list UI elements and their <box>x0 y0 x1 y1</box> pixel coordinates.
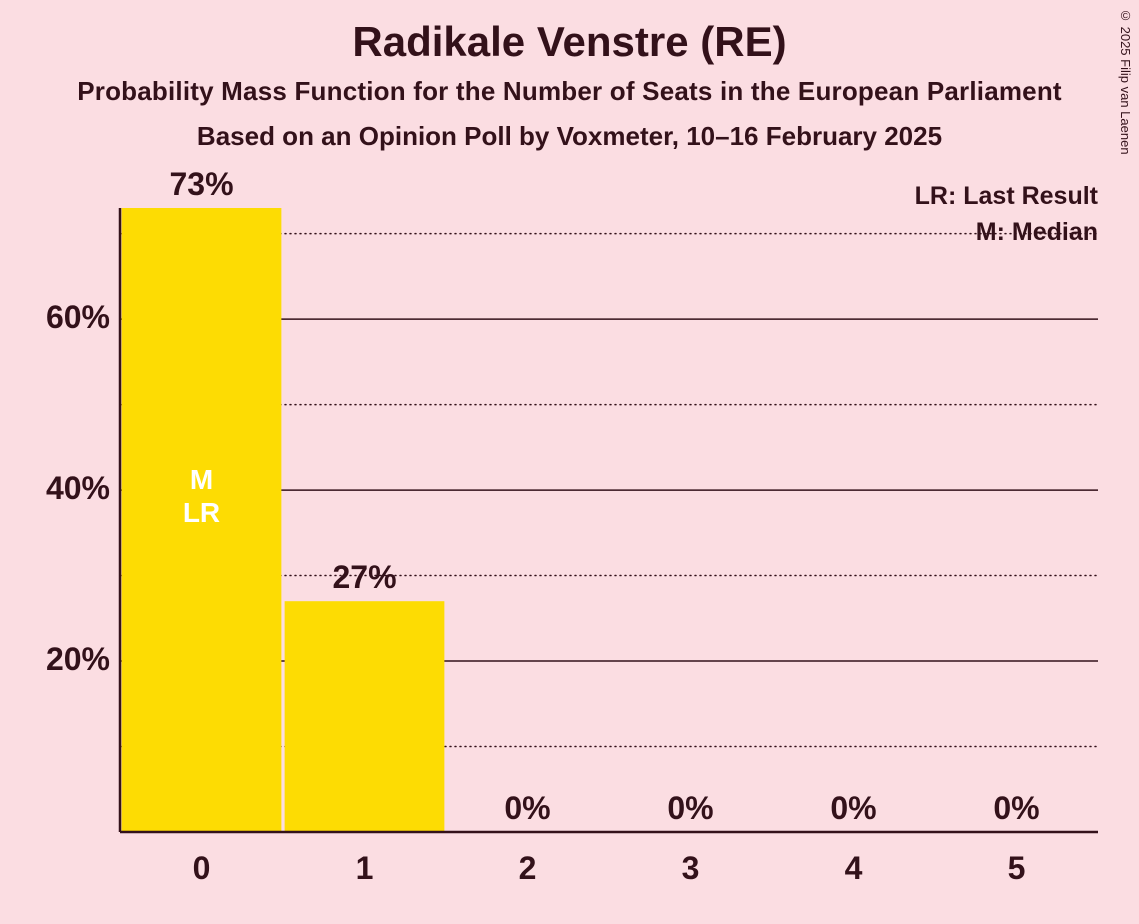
y-axis-label: 60% <box>32 299 110 336</box>
bar-value-label: 0% <box>611 790 771 827</box>
title-main: Radikale Venstre (RE) <box>0 18 1139 66</box>
y-axis-label: 40% <box>32 470 110 507</box>
bar-value-label: 0% <box>774 790 934 827</box>
chart-area: 20%40%60%073%127%20%30%40%50%MLRLR: Last… <box>30 178 1115 894</box>
title-sub1: Probability Mass Function for the Number… <box>0 76 1139 107</box>
x-axis-label: 5 <box>937 850 1097 887</box>
chart-page: © 2025 Filip van Laenen Radikale Venstre… <box>0 0 1139 924</box>
y-axis-label: 20% <box>32 641 110 678</box>
x-axis-label: 4 <box>774 850 934 887</box>
bar-value-label: 0% <box>937 790 1097 827</box>
x-axis-label: 1 <box>285 850 445 887</box>
x-axis-label: 0 <box>122 850 282 887</box>
x-axis-label: 3 <box>611 850 771 887</box>
bar-value-label: 0% <box>448 790 608 827</box>
legend-item: LR: Last Result <box>915 182 1098 211</box>
title-sub2: Based on an Opinion Poll by Voxmeter, 10… <box>0 121 1139 152</box>
legend-item: M: Median <box>976 218 1098 247</box>
titles-block: Radikale Venstre (RE) Probability Mass F… <box>0 0 1139 152</box>
copyright-text: © 2025 Filip van Laenen <box>1118 8 1133 155</box>
x-axis-label: 2 <box>448 850 608 887</box>
bar-value-label: 73% <box>122 166 282 203</box>
bar-value-label: 27% <box>285 559 445 596</box>
chart-svg <box>30 178 1115 894</box>
